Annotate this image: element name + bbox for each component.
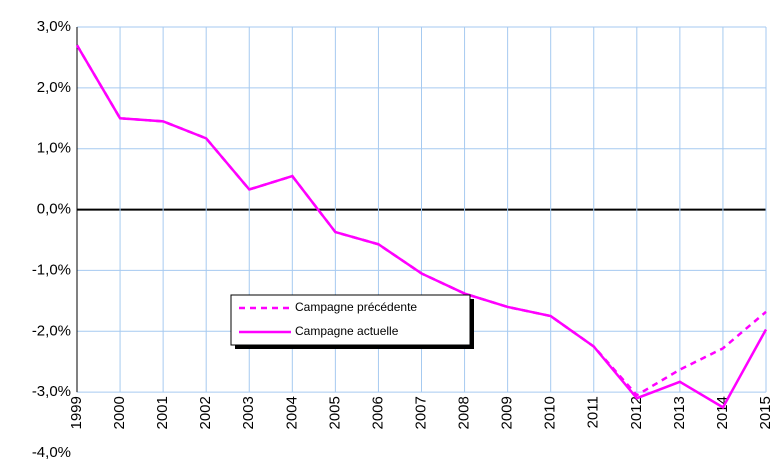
y-tick-label: 0,0% [37,201,71,218]
x-tick-label: 2004 [283,396,300,429]
x-tick-label: 2001 [154,396,171,429]
x-tick-label: 2013 [671,396,688,429]
legend-label: Campagne précédente [295,300,417,314]
x-tick-label: 2011 [585,396,602,428]
y-tick-label: -3,0% [32,383,71,400]
series-line [75,44,768,410]
y-tick-label: -1,0% [32,261,71,278]
x-tick-label: 2003 [240,396,257,429]
legend [230,294,471,346]
x-tick-label: 2008 [456,396,473,429]
x-tick-label: 2009 [499,396,516,429]
x-tick-label: 2014 [714,396,731,429]
x-tick-label: 2006 [369,396,386,429]
x-tick-label: 2012 [628,396,645,429]
y-tick-label: 3,0% [37,18,71,35]
x-tick-label: 2007 [412,396,429,429]
x-tick-label: 1999 [68,396,85,429]
legend-label: Campagne actuelle [295,324,399,338]
x-tick-label: 2002 [197,396,214,429]
x-tick-label: 2015 [757,396,771,429]
x-tick-label: 2005 [326,396,343,429]
x-tick-label: 2010 [542,396,559,429]
x-tick-label: 2000 [111,396,128,429]
y-tick-label: 1,0% [37,140,71,157]
y-tick-label: -2,0% [32,322,71,339]
y-tick-label: 2,0% [37,79,71,96]
y-tick-label: -4,0% [32,444,71,459]
